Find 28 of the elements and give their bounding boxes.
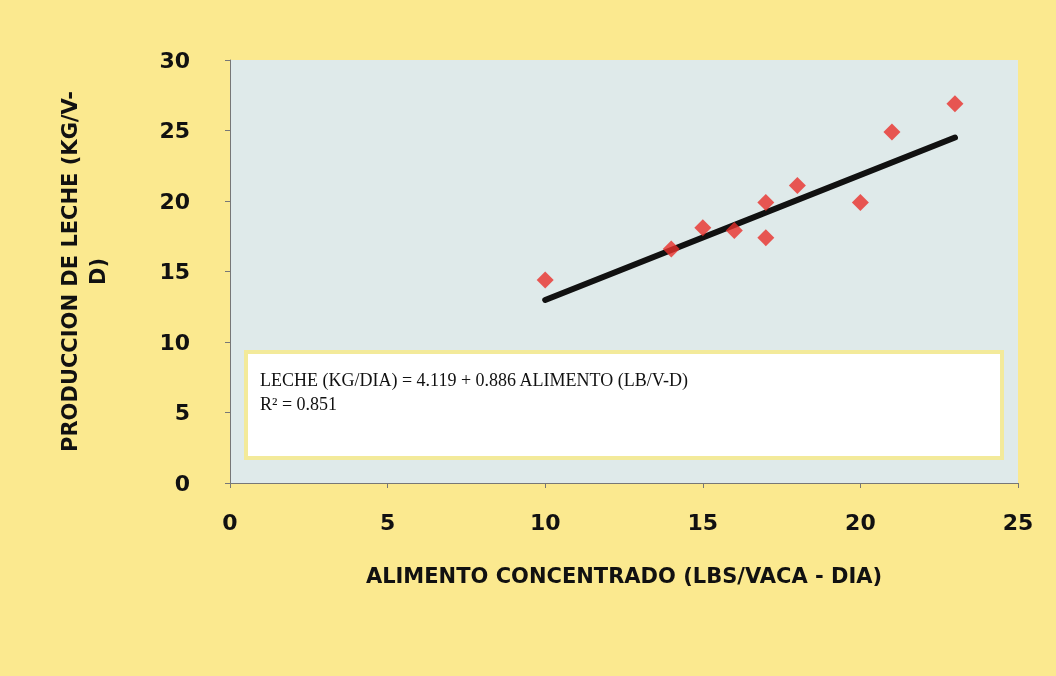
point: [851, 193, 869, 211]
point: [946, 95, 964, 113]
annotation: R² = 0.851: [260, 393, 339, 416]
y-axis-title: PRODUCCION DE LECHE (KG/V-D): [58, 91, 110, 452]
point: [757, 193, 775, 211]
y-tick-label: 15: [159, 259, 190, 284]
x-tick-label: 20: [845, 509, 876, 535]
y-tick-label: 0: [174, 470, 190, 496]
point: [757, 229, 775, 247]
x-tick-label: 0: [222, 509, 238, 535]
x-tick-label: 5: [379, 509, 396, 535]
point: [694, 219, 712, 237]
point: [662, 240, 680, 258]
y-tick-label: 25: [159, 118, 190, 143]
annotation: LECHE (KG/DIA) = 4.119 + 0.886 ALIMENTO (LB/V-D): [260, 369, 690, 392]
y-tick-label: 30: [159, 47, 190, 73]
y-tick-label: 20: [159, 188, 190, 214]
x-tick-label: 25: [1002, 509, 1034, 535]
point: [536, 271, 554, 289]
x-tick-label: 15: [687, 509, 719, 535]
y-tick-label: 5: [174, 400, 190, 425]
text-box: LECHE (KG/DIA) = 4.119 + 0.886 ALIMENTO (LB/V-D) R² = 0.851: [244, 350, 1004, 460]
x-axis-title: ALIMENTO CONCENTRADO (LBS/VACA - DIA): [365, 563, 883, 588]
point: [788, 176, 806, 194]
x-tick-label: 10: [529, 509, 561, 535]
point: [725, 222, 743, 240]
y-tick-label: 10: [159, 329, 190, 355]
point: [883, 123, 901, 141]
